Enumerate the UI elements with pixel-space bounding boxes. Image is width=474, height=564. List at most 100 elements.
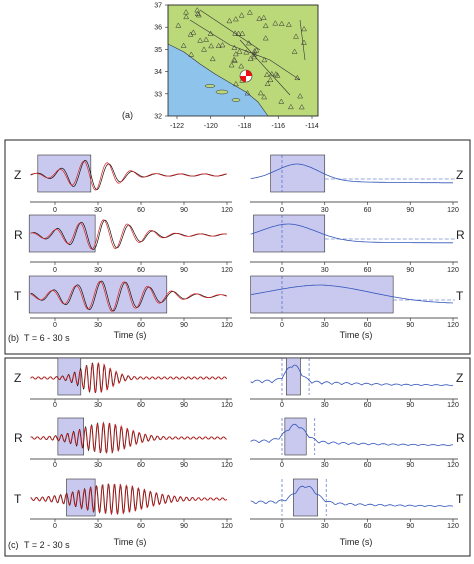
x-tick-label: 60 [137, 402, 145, 409]
panel-label: (c) [8, 540, 19, 550]
faults [189, 9, 306, 96]
station [232, 16, 239, 22]
station [232, 30, 239, 36]
station [256, 15, 263, 21]
x-tick-label: 60 [364, 207, 372, 214]
station [291, 48, 298, 54]
station [239, 30, 246, 36]
waveform [30, 483, 227, 515]
station [272, 71, 279, 77]
x-tick-label: 30 [94, 207, 102, 214]
station [253, 47, 260, 53]
island [231, 98, 241, 102]
x-tick-label: -116 [272, 123, 286, 130]
station [262, 22, 269, 29]
component-label: T [14, 289, 22, 303]
waveform [30, 361, 227, 393]
station [231, 44, 238, 50]
station [238, 63, 245, 69]
x-tick-label: 120 [221, 322, 233, 329]
x-tick-label: 120 [221, 462, 233, 469]
component-label: R [14, 228, 23, 242]
station [264, 80, 271, 86]
x-tick-label: 0 [280, 462, 284, 469]
station [261, 56, 268, 63]
station [287, 103, 294, 110]
station [261, 93, 268, 100]
station [183, 13, 190, 20]
station [194, 7, 201, 13]
map: (a) -122 -120 -118 -116 -114 32 33 34 35 36 37 [122, 3, 319, 131]
station [197, 37, 204, 43]
period-label: T = 2 - 30 s [24, 540, 70, 550]
x-tick-label: 0 [53, 207, 57, 214]
island [204, 84, 216, 88]
x-tick-label: 30 [321, 523, 329, 530]
station [236, 48, 243, 54]
station [175, 22, 182, 28]
x-tick-label: 90 [180, 207, 188, 214]
station [226, 17, 233, 24]
x-tick-label: -120 [204, 123, 218, 130]
x-tick-label: 30 [321, 267, 329, 274]
station [238, 12, 245, 18]
station [245, 40, 252, 46]
x-tick-label: 30 [94, 402, 102, 409]
map-frame [167, 4, 319, 117]
x-tick-label: 30 [94, 322, 102, 329]
x-tick-label: 90 [180, 462, 188, 469]
y-tick-label: 32 [154, 114, 162, 121]
waveform [30, 280, 227, 312]
waveform [30, 281, 227, 312]
x-tick-label: 60 [137, 322, 145, 329]
x-tick-label: -114 [305, 123, 319, 130]
component-label: T [14, 492, 22, 506]
component-label: R [14, 431, 23, 445]
window-box [270, 154, 326, 193]
envelope [250, 423, 454, 446]
station [233, 80, 239, 87]
x-tick-label: 90 [406, 207, 414, 214]
waveform [30, 422, 227, 455]
x-tick-label: 0 [53, 462, 57, 469]
window-box [57, 417, 84, 456]
waveform [30, 160, 227, 191]
seismograms: 0 30 60 90 120 0 30 60 90 120 Z Z 0 30 60 90 120 0 30 60 90 1… [8, 154, 465, 550]
y-tick-label: 33 [154, 91, 162, 98]
station [272, 20, 279, 26]
station [246, 9, 253, 15]
panel-label: (a) [122, 110, 133, 120]
envelope [250, 364, 454, 387]
station [267, 76, 274, 83]
station [278, 20, 285, 26]
station [195, 11, 202, 18]
panel-frame [4, 357, 471, 557]
x-tick-label: 60 [137, 267, 145, 274]
station [228, 62, 235, 68]
x-tick-label: 60 [364, 523, 372, 530]
x-tick-label: 60 [364, 462, 372, 469]
station [203, 36, 210, 42]
station [190, 29, 197, 35]
x-tick-label: 30 [321, 322, 329, 329]
station [208, 42, 215, 49]
x-tick-label: 90 [406, 402, 414, 409]
y-tick-label: 35 [154, 47, 162, 54]
station [219, 41, 226, 48]
envelope [250, 223, 453, 244]
component-label: Z [14, 371, 21, 385]
x-tick-label: 120 [447, 523, 459, 530]
x-tick-label: 60 [364, 267, 372, 274]
window-box [285, 357, 301, 396]
y-tick-label: 37 [154, 3, 162, 10]
y-tick-label: 36 [154, 25, 162, 32]
station [231, 56, 238, 62]
x-tick-label: 30 [321, 402, 329, 409]
period-label: T = 6 - 30 s [24, 333, 70, 343]
station [243, 49, 250, 55]
component-label: R [456, 431, 465, 445]
window-box [28, 275, 168, 314]
envelope [250, 284, 454, 304]
x-tick-label: 120 [447, 402, 459, 409]
